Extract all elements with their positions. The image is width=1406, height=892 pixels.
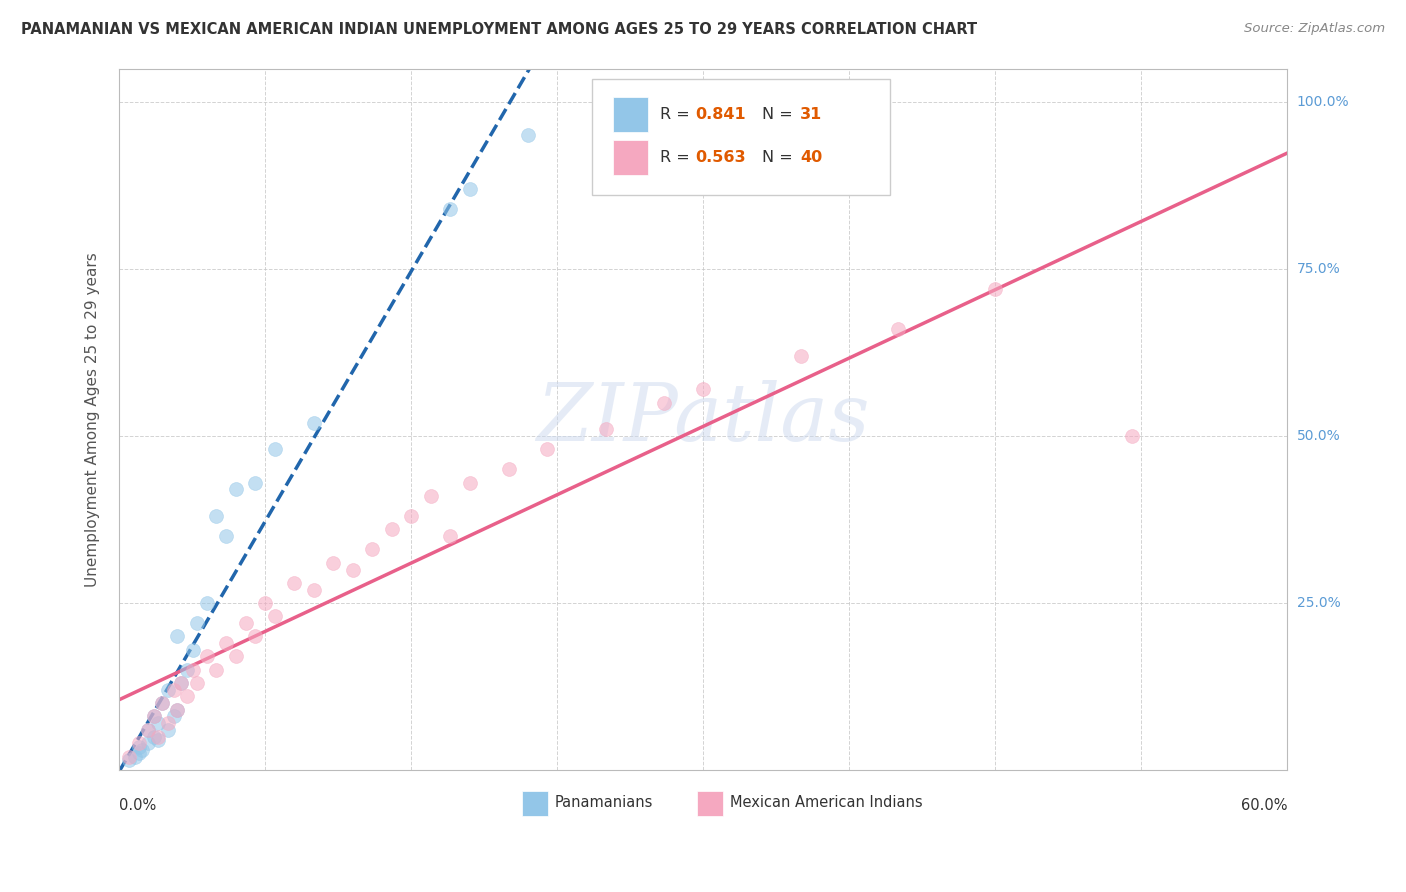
- Text: 75.0%: 75.0%: [1296, 262, 1340, 276]
- Point: [1121, 429, 1143, 443]
- Point: [162, 709, 184, 723]
- Point: [361, 542, 384, 557]
- Point: [458, 475, 481, 490]
- Point: [215, 529, 238, 543]
- Point: [143, 709, 166, 723]
- Point: [143, 709, 166, 723]
- Point: [692, 382, 714, 396]
- Point: [263, 442, 285, 457]
- Point: [166, 703, 188, 717]
- Point: [254, 596, 277, 610]
- Point: [124, 749, 146, 764]
- Text: 50.0%: 50.0%: [1296, 429, 1340, 443]
- Point: [439, 529, 461, 543]
- Point: [181, 663, 204, 677]
- Point: [150, 696, 173, 710]
- Point: [128, 736, 150, 750]
- Point: [225, 649, 247, 664]
- Point: [162, 682, 184, 697]
- Bar: [613, 96, 648, 132]
- Point: [595, 422, 617, 436]
- Point: [263, 609, 285, 624]
- Text: R =: R =: [659, 107, 695, 121]
- Point: [146, 730, 169, 744]
- Point: [302, 582, 325, 597]
- Point: [136, 736, 159, 750]
- Point: [176, 663, 198, 677]
- Point: [156, 682, 179, 697]
- Point: [118, 753, 141, 767]
- Point: [245, 475, 267, 490]
- Point: [166, 703, 188, 717]
- Point: [181, 642, 204, 657]
- Point: [215, 636, 238, 650]
- Point: [381, 523, 404, 537]
- Point: [186, 676, 208, 690]
- Point: [195, 596, 218, 610]
- Point: [342, 562, 364, 576]
- Text: 40: 40: [800, 150, 823, 165]
- Y-axis label: Unemployment Among Ages 25 to 29 years: Unemployment Among Ages 25 to 29 years: [86, 252, 100, 587]
- Text: ZIPatlas: ZIPatlas: [537, 381, 870, 458]
- Point: [146, 732, 169, 747]
- Point: [652, 395, 675, 409]
- Point: [176, 690, 198, 704]
- Point: [517, 128, 540, 143]
- Point: [186, 615, 208, 630]
- Point: [439, 202, 461, 216]
- Point: [205, 663, 228, 677]
- Point: [143, 730, 166, 744]
- Point: [789, 349, 811, 363]
- Text: PANAMANIAN VS MEXICAN AMERICAN INDIAN UNEMPLOYMENT AMONG AGES 25 TO 29 YEARS COR: PANAMANIAN VS MEXICAN AMERICAN INDIAN UN…: [21, 22, 977, 37]
- Text: N =: N =: [762, 150, 797, 165]
- Point: [146, 716, 169, 731]
- Point: [302, 416, 325, 430]
- Text: 60.0%: 60.0%: [1241, 798, 1288, 813]
- Point: [498, 462, 520, 476]
- Point: [205, 509, 228, 524]
- Point: [156, 716, 179, 731]
- Text: 100.0%: 100.0%: [1296, 95, 1350, 109]
- Text: 0.563: 0.563: [695, 150, 745, 165]
- Bar: [613, 140, 648, 175]
- Text: N =: N =: [762, 107, 797, 121]
- Bar: [522, 791, 548, 815]
- Point: [136, 723, 159, 737]
- Point: [156, 723, 179, 737]
- Point: [399, 509, 422, 524]
- Bar: [697, 791, 723, 815]
- Point: [128, 746, 150, 760]
- Text: Mexican American Indians: Mexican American Indians: [730, 796, 922, 810]
- Point: [118, 749, 141, 764]
- Point: [225, 483, 247, 497]
- Point: [419, 489, 441, 503]
- Point: [322, 556, 344, 570]
- Point: [536, 442, 558, 457]
- Point: [458, 182, 481, 196]
- Point: [170, 676, 193, 690]
- Point: [887, 322, 910, 336]
- FancyBboxPatch shape: [592, 79, 890, 194]
- Text: 0.0%: 0.0%: [120, 798, 156, 813]
- Point: [128, 739, 150, 754]
- Point: [166, 629, 188, 643]
- Text: Panamanians: Panamanians: [555, 796, 654, 810]
- Text: 25.0%: 25.0%: [1296, 596, 1340, 610]
- Point: [131, 743, 153, 757]
- Point: [984, 282, 1007, 296]
- Text: 0.841: 0.841: [695, 107, 745, 121]
- Text: Source: ZipAtlas.com: Source: ZipAtlas.com: [1244, 22, 1385, 36]
- Point: [235, 615, 257, 630]
- Text: R =: R =: [659, 150, 695, 165]
- Point: [150, 696, 173, 710]
- Point: [195, 649, 218, 664]
- Point: [170, 676, 193, 690]
- Point: [283, 575, 305, 590]
- Point: [245, 629, 267, 643]
- Text: 31: 31: [800, 107, 823, 121]
- Point: [136, 723, 159, 737]
